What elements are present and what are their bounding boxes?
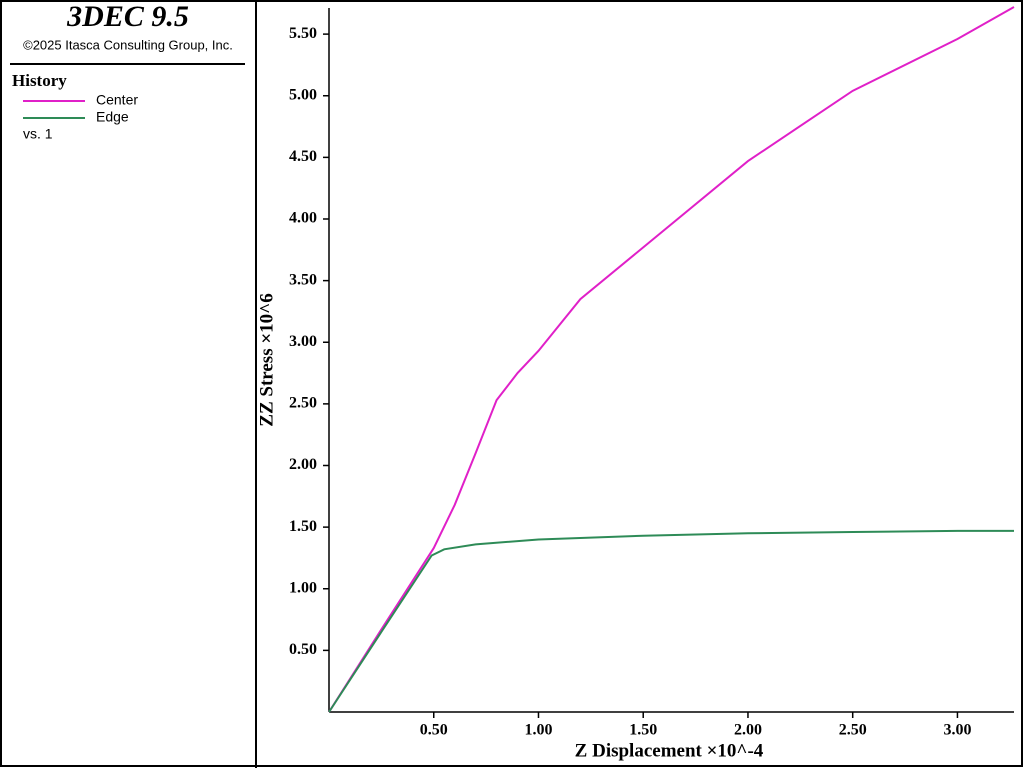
chart-title: 3DEC 9.5 bbox=[66, 0, 189, 33]
y-tick-label: 2.00 bbox=[289, 456, 317, 473]
x-tick-label: 2.50 bbox=[839, 722, 867, 739]
series-line bbox=[328, 529, 1014, 713]
legend-note: vs. 1 bbox=[23, 126, 53, 142]
x-tick-label: 3.00 bbox=[943, 722, 971, 739]
x-tick-label: 1.00 bbox=[524, 722, 552, 739]
x-axis-title: Z Displacement ×10^-4 bbox=[575, 740, 764, 761]
y-tick-label: 1.00 bbox=[289, 579, 317, 596]
y-tick-label: 5.50 bbox=[289, 25, 317, 42]
x-tick-label: 1.50 bbox=[629, 722, 657, 739]
y-tick-label: 1.50 bbox=[289, 518, 317, 535]
y-axis-title: ZZ Stress ×10^6 bbox=[256, 293, 277, 426]
y-tick-label: 5.00 bbox=[289, 86, 317, 103]
y-tick-label: 0.50 bbox=[289, 641, 317, 658]
x-tick-label: 0.50 bbox=[420, 722, 448, 739]
legend-label: Center bbox=[96, 92, 138, 108]
legend-label: Edge bbox=[96, 109, 129, 125]
legend-title: History bbox=[12, 71, 67, 90]
y-tick-label: 4.50 bbox=[289, 148, 317, 165]
copyright: ©2025 Itasca Consulting Group, Inc. bbox=[23, 37, 233, 52]
y-tick-label: 4.00 bbox=[289, 210, 317, 227]
y-tick-label: 3.50 bbox=[289, 271, 317, 288]
y-tick-label: 3.00 bbox=[289, 333, 317, 350]
x-tick-label: 2.00 bbox=[734, 722, 762, 739]
series-line bbox=[328, 6, 1015, 713]
y-tick-label: 2.50 bbox=[289, 395, 317, 412]
